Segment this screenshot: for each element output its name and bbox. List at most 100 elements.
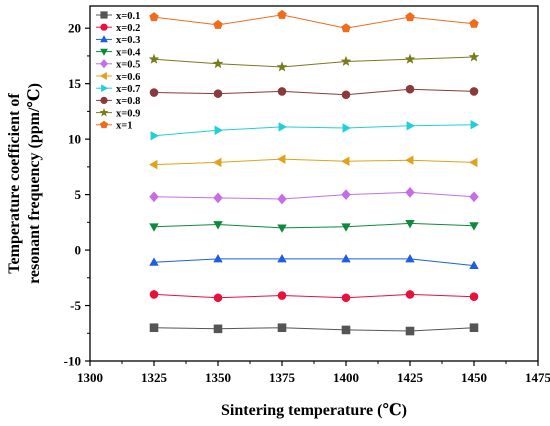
data-point: [405, 155, 414, 165]
data-point: [469, 323, 479, 333]
data-point: [213, 324, 223, 334]
data-point: [341, 325, 351, 335]
data-point: [405, 220, 415, 229]
data-point: [277, 224, 287, 233]
data-point: [405, 84, 415, 94]
x-tick-label: 1375: [269, 370, 296, 385]
data-point: [213, 221, 223, 230]
y-tick-label: -5: [70, 298, 81, 313]
data-point: [213, 293, 223, 303]
y-tick-label: 5: [75, 187, 82, 202]
legend-label: x=0.9: [116, 108, 140, 119]
series-line: [153, 124, 475, 137]
legend-label: x=0.8: [116, 96, 140, 107]
legend-marker: [100, 59, 108, 69]
y-axis-title-line-1: Temperature coefficient of: [6, 93, 23, 274]
legend-label: x=0.3: [116, 35, 140, 46]
legend-label: x=0.1: [116, 11, 140, 22]
y-tick-label: 20: [68, 21, 81, 36]
y-tick-label: 10: [68, 132, 81, 147]
legend-marker: [100, 23, 108, 31]
y-axis-title-line-2: resonant frequency (ppm/℃): [26, 83, 43, 284]
series-x=1: [149, 9, 479, 33]
data-point: [149, 12, 159, 22]
legend-item: x=0.4: [96, 47, 141, 58]
series-x=0.4: [149, 220, 479, 233]
legend-marker: [100, 120, 108, 129]
data-point: [276, 61, 288, 72]
data-point: [468, 51, 480, 62]
data-point: [405, 187, 415, 198]
data-point: [469, 260, 479, 270]
legend-item: x=0.3: [96, 35, 140, 46]
data-point: [277, 193, 287, 205]
data-point: [469, 292, 479, 301]
x-tick-label: 1475: [525, 370, 550, 385]
data-point: [342, 123, 351, 133]
data-point: [277, 323, 287, 333]
data-point: [148, 53, 160, 64]
data-point: [405, 12, 415, 22]
y-tick-label: 15: [68, 76, 82, 91]
series-x=0.9: [148, 51, 480, 72]
legend-item: x=0.8: [96, 96, 140, 107]
x-tick-label: 1425: [397, 370, 424, 385]
series-line: [153, 222, 475, 229]
data-point: [149, 290, 159, 299]
legend-label: x=0.6: [116, 72, 140, 83]
series-line: [153, 14, 475, 29]
data-point: [278, 122, 287, 132]
data-point: [340, 55, 352, 66]
series-x=0.8: [149, 84, 479, 100]
data-point: [341, 253, 351, 263]
data-point: [212, 58, 224, 69]
legend-marker: [99, 107, 109, 117]
legend-marker: [101, 84, 109, 93]
legend-item: x=0.2: [96, 23, 140, 34]
data-point: [150, 131, 159, 141]
x-axis-title: Sintering temperature (℃): [221, 402, 407, 419]
data-point: [149, 223, 159, 232]
legend-item: x=0.5: [96, 59, 140, 71]
series-x=0.6: [149, 154, 478, 170]
data-point: [214, 125, 223, 135]
series-line: [153, 258, 475, 267]
legend-label: x=0.4: [116, 47, 141, 58]
x-tick-label: 1400: [333, 370, 359, 385]
data-point: [341, 156, 350, 167]
data-point: [469, 191, 479, 203]
legend-marker: [100, 11, 108, 19]
data-point: [469, 222, 479, 231]
series-x=0.1: [149, 323, 479, 336]
legend-marker: [100, 96, 108, 104]
data-point: [469, 157, 478, 168]
legend: x=0.1x=0.2x=0.3x=0.4 x=0.5x=0.6x=0.7x=0.8…: [96, 11, 141, 132]
series-group: [148, 9, 480, 336]
legend-item: x=0.7: [96, 84, 140, 95]
data-point: [405, 253, 415, 263]
data-point: [213, 253, 223, 263]
data-point: [277, 9, 287, 19]
data-point: [277, 154, 286, 164]
data-point: [341, 223, 351, 232]
data-point: [341, 293, 351, 303]
data-point: [341, 23, 351, 33]
axis-ticks: 1300 1325 1350 1375 1400 1425 1450 1475 -10 -5 0 5 1…: [64, 21, 550, 385]
series-line: [153, 191, 475, 200]
legend-label: x=1: [116, 121, 132, 132]
series-line: [153, 293, 475, 299]
series-x=0.2: [149, 290, 479, 303]
data-point: [341, 189, 351, 200]
legend-marker: [99, 72, 107, 80]
data-point: [149, 191, 159, 203]
series-x=0.7: [150, 119, 479, 141]
data-point: [213, 19, 223, 29]
data-point: [149, 88, 159, 97]
series-x=0.3: [149, 253, 479, 270]
x-tick-label: 1325: [141, 370, 168, 385]
series-line: [153, 327, 475, 332]
data-point: [405, 326, 415, 336]
data-point: [277, 253, 287, 263]
y-tick-label: 0: [75, 243, 82, 258]
